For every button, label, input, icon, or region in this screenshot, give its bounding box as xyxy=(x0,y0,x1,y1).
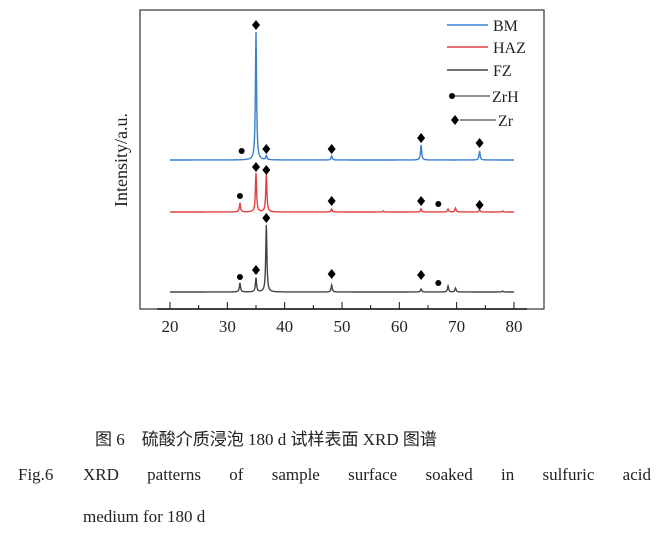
zrh-marker xyxy=(435,280,442,286)
zr-marker xyxy=(251,20,260,30)
legend-label-haz: HAZ xyxy=(493,40,526,57)
x-tick-label: 50 xyxy=(333,317,350,336)
zrh-marker xyxy=(236,193,243,199)
zr-marker xyxy=(475,200,484,210)
zr-marker xyxy=(327,269,336,279)
zr-marker xyxy=(262,213,271,223)
caption-english-line1: XRD patterns of sample surface soaked in… xyxy=(83,465,651,484)
zrh-marker xyxy=(238,148,245,154)
zr-marker xyxy=(262,144,271,154)
x-tick-label: 80 xyxy=(505,317,522,336)
zr-marker xyxy=(417,196,426,206)
legend-label-zr: Zr xyxy=(498,113,514,130)
zr-marker xyxy=(417,270,426,280)
x-tick-label: 40 xyxy=(276,317,293,336)
caption-chinese: 图 6 硫酸介质浸泡 180 d 试样表面 XRD 图谱 xyxy=(95,430,437,449)
caption-english-line2: medium for 180 d xyxy=(83,507,206,526)
x-tick-label: 60 xyxy=(391,317,408,336)
caption-figure-label: Fig.6 xyxy=(18,465,54,484)
x-tick-label: 20 xyxy=(162,317,179,336)
zr-marker xyxy=(251,265,260,275)
y-axis-label: Intensity/a.u. xyxy=(111,113,131,207)
zr-marker xyxy=(262,165,271,175)
legend-zr-marker xyxy=(451,115,459,125)
xrd-chart: 203040506070802θ/(°)Intensity/a.u.BMHAZF… xyxy=(111,9,545,336)
legend-zrh-marker xyxy=(449,93,455,99)
x-tick-label: 70 xyxy=(448,317,465,336)
zrh-marker xyxy=(435,201,442,207)
x-tick-label: 30 xyxy=(219,317,236,336)
zr-marker xyxy=(327,196,336,206)
series-haz-line xyxy=(170,172,514,213)
zrh-marker xyxy=(236,274,243,280)
zr-marker xyxy=(417,133,426,143)
zr-marker xyxy=(251,162,260,172)
zr-marker xyxy=(327,144,336,154)
legend-label-zrh: ZrH xyxy=(492,89,519,106)
legend-label-fz: FZ xyxy=(493,63,512,80)
series-bm-line xyxy=(170,31,514,161)
zr-marker xyxy=(475,138,484,148)
series-fz-line xyxy=(170,224,514,293)
legend-label-bm: BM xyxy=(493,18,518,35)
